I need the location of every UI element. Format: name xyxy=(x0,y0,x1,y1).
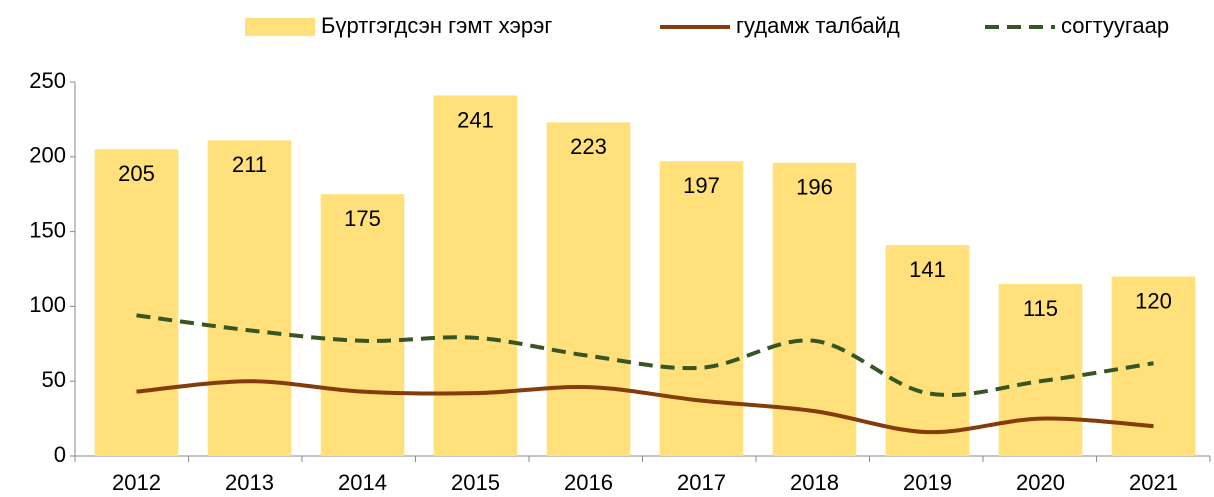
x-tick-label: 2018 xyxy=(790,470,839,495)
data-label: 196 xyxy=(796,175,833,200)
y-tick-label: 150 xyxy=(29,217,66,242)
x-tick-label: 2021 xyxy=(1129,470,1178,495)
bar xyxy=(546,122,631,456)
data-label: 211 xyxy=(232,152,267,177)
y-tick-label: 200 xyxy=(29,143,66,168)
data-label: 115 xyxy=(1023,296,1058,321)
data-label: 120 xyxy=(1135,288,1172,313)
x-tick-label: 2017 xyxy=(677,470,726,495)
x-tick-label: 2020 xyxy=(1016,470,1065,495)
x-tick-label: 2013 xyxy=(225,470,274,495)
x-tick-label: 2019 xyxy=(903,470,952,495)
bar xyxy=(94,149,179,456)
legend-swatch xyxy=(245,18,315,36)
bar xyxy=(433,95,518,457)
y-tick-label: 100 xyxy=(29,292,66,317)
data-label: 175 xyxy=(344,206,381,231)
x-tick-label: 2015 xyxy=(451,470,500,495)
x-tick-label: 2014 xyxy=(338,470,387,495)
bar xyxy=(998,283,1083,456)
data-label: 241 xyxy=(457,107,494,132)
line xyxy=(136,379,1154,435)
bar xyxy=(1111,276,1196,456)
y-tick-label: 50 xyxy=(42,367,66,392)
data-label: 205 xyxy=(118,161,155,186)
bar xyxy=(207,140,292,456)
legend-label: Бүртгэгдсэн гэмт хэрэг xyxy=(321,13,552,38)
data-label: 197 xyxy=(683,173,720,198)
bar xyxy=(320,194,405,456)
x-tick-label: 2012 xyxy=(112,470,161,495)
line xyxy=(136,313,1154,397)
legend-label: гудамж талбайд xyxy=(736,13,900,38)
data-label: 141 xyxy=(909,257,946,282)
legend-label: согтуугаар xyxy=(1061,13,1169,38)
bar xyxy=(659,161,744,456)
y-tick-label: 250 xyxy=(29,68,66,93)
data-label: 223 xyxy=(570,134,607,159)
y-tick-label: 0 xyxy=(54,442,66,467)
bar xyxy=(885,245,970,456)
x-tick-label: 2016 xyxy=(564,470,613,495)
